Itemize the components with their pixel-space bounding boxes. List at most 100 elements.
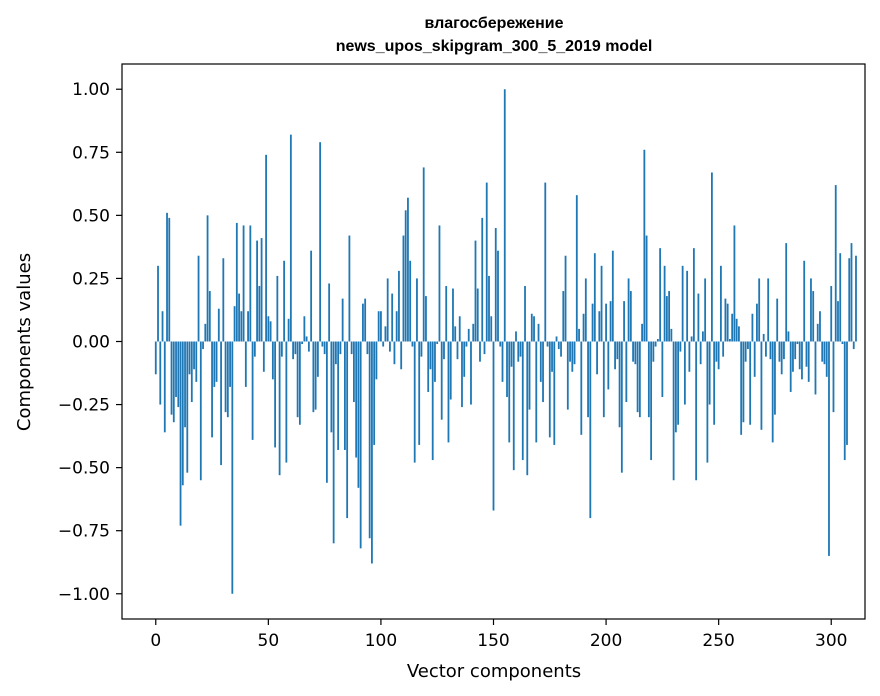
bar [715,341,718,362]
bar [765,341,767,357]
chart-subtitle: news_upos_skipgram_300_5_2019 model [336,38,653,55]
bar [575,195,578,342]
bar [711,172,713,342]
bar [312,341,315,413]
bar [404,210,407,342]
bar [609,301,612,342]
bar [314,341,317,410]
bar [668,291,671,342]
y-tick-label: 0.00 [72,333,110,353]
bar [830,286,833,342]
bar [350,341,353,355]
bar [747,341,749,350]
bar [258,286,261,342]
bar [589,341,592,519]
bar [161,311,164,342]
bar [443,341,445,360]
x-tick-label: 50 [258,631,280,651]
bar [828,341,830,556]
bar [269,321,272,342]
bar [807,341,810,382]
bar [632,341,634,362]
bar [366,341,369,355]
bar [692,248,695,342]
bar [407,197,409,342]
bar [614,341,616,370]
bar [551,341,553,372]
x-axis: 0 50 100 150 200 250 300 [150,619,847,651]
bar [213,341,216,387]
bar [756,303,758,342]
bar [506,341,508,397]
bar [488,275,490,342]
bar [247,311,249,342]
bar [229,341,231,387]
bar [544,182,547,342]
bar [825,341,828,377]
bar [656,338,659,342]
bar [823,341,826,365]
bar [548,341,551,438]
bar [193,341,195,370]
bar [641,323,643,342]
bar [341,298,344,342]
bar [447,341,450,443]
bar [265,154,267,342]
bar [294,341,297,355]
y-tick-label: 1.00 [72,80,110,100]
bar [395,311,398,342]
bar [287,318,290,342]
bar [283,260,286,342]
bar [154,341,157,375]
bar [348,235,351,342]
bar [740,341,743,435]
y-tick-label: −1.00 [58,585,110,605]
bar [573,341,576,365]
x-tick-label: 300 [815,631,847,651]
bar [337,341,340,450]
bar [751,313,754,342]
bar [494,227,497,342]
bar [679,341,682,352]
bar [677,341,680,425]
bar [526,341,529,476]
bar [499,341,502,347]
bar [465,341,468,347]
bar [593,253,596,342]
bar [485,182,488,342]
bar [285,341,288,463]
bar [373,341,376,445]
bar [686,270,689,342]
bar [517,341,520,362]
bar [375,341,378,380]
bar [659,248,662,342]
bar [197,255,200,342]
y-tick-label: −0.25 [58,396,110,416]
bar [479,341,481,362]
bar [328,283,331,342]
bar [717,341,720,370]
bar [758,278,761,342]
bar [821,341,824,362]
bar [713,341,716,425]
bar [431,341,434,461]
bar [262,341,265,372]
bar [557,341,560,350]
bar [582,313,585,342]
bar [307,341,310,352]
bar [253,341,256,357]
bar [186,341,189,473]
bar [175,341,177,397]
bar [783,341,785,360]
bar [204,323,207,342]
y-tick-label: −0.50 [58,459,110,479]
x-tick-label: 250 [702,631,734,651]
bar [535,341,538,443]
bar [701,331,704,342]
bar [244,341,247,387]
bar [177,341,180,408]
bar [411,341,414,347]
bar [368,341,371,539]
bar [371,341,373,564]
bar [584,278,587,342]
